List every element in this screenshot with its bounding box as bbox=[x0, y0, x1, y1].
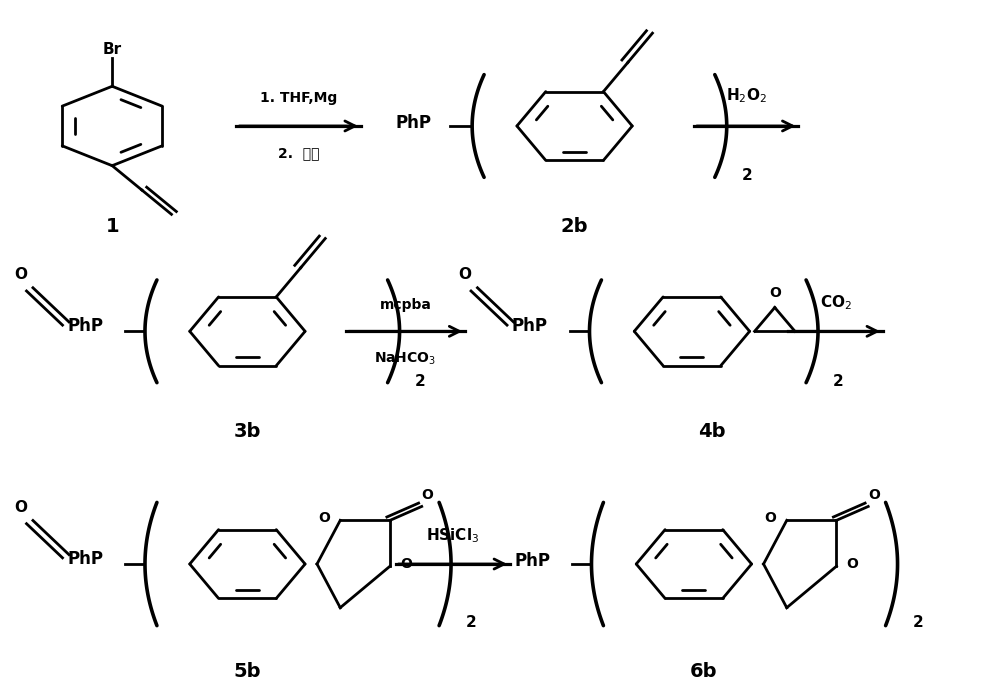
Text: 2: 2 bbox=[742, 168, 752, 184]
Text: 3b: 3b bbox=[234, 422, 261, 442]
Text: O: O bbox=[400, 558, 412, 571]
Text: HSiCl$_3$: HSiCl$_3$ bbox=[426, 526, 479, 545]
Text: mcpba: mcpba bbox=[380, 298, 431, 312]
Text: O: O bbox=[847, 558, 859, 571]
Text: PhP: PhP bbox=[515, 551, 551, 570]
Text: 2: 2 bbox=[466, 615, 477, 631]
Text: Br: Br bbox=[103, 42, 122, 57]
Text: 1. THF,Mg: 1. THF,Mg bbox=[260, 92, 337, 106]
Text: H$_2$O$_2$: H$_2$O$_2$ bbox=[726, 87, 767, 106]
Text: 6b: 6b bbox=[690, 662, 718, 681]
Text: PhP: PhP bbox=[67, 317, 103, 335]
Text: 2: 2 bbox=[414, 374, 425, 388]
Text: O: O bbox=[318, 511, 330, 525]
Text: O: O bbox=[459, 267, 472, 282]
Text: O: O bbox=[422, 489, 433, 502]
Text: O: O bbox=[14, 500, 27, 515]
Text: CO$_2$: CO$_2$ bbox=[820, 293, 852, 312]
Text: NaHCO$_3$: NaHCO$_3$ bbox=[374, 351, 437, 367]
Text: O: O bbox=[14, 267, 27, 282]
Text: O: O bbox=[765, 511, 777, 525]
Text: 2b: 2b bbox=[561, 217, 588, 236]
Text: 2.  磷源: 2. 磷源 bbox=[278, 146, 319, 161]
Text: 5b: 5b bbox=[234, 662, 261, 681]
Text: 4b: 4b bbox=[698, 422, 726, 442]
Text: O: O bbox=[769, 286, 781, 300]
Text: PhP: PhP bbox=[396, 114, 432, 132]
Text: O: O bbox=[868, 489, 880, 502]
Text: PhP: PhP bbox=[67, 549, 103, 568]
Text: 2: 2 bbox=[833, 374, 844, 388]
Text: 1: 1 bbox=[105, 217, 119, 236]
Text: PhP: PhP bbox=[512, 317, 548, 335]
Text: 2: 2 bbox=[912, 615, 923, 631]
